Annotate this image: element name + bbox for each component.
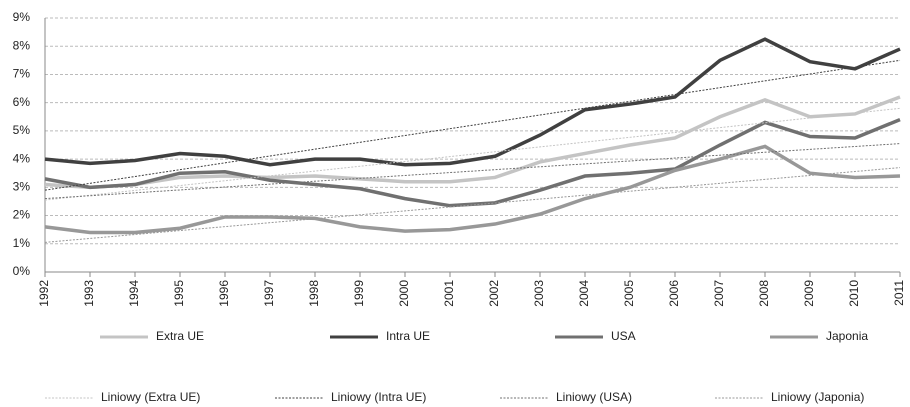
y-tick-label: 7% xyxy=(13,67,31,81)
trend-line xyxy=(44,59,901,191)
y-tick-label: 8% xyxy=(13,38,31,52)
x-tick-label: 2003 xyxy=(532,280,546,307)
y-tick-label: 2% xyxy=(13,208,31,222)
x-tick-label: 2007 xyxy=(712,280,726,307)
x-tick-label: 2010 xyxy=(847,280,861,307)
y-tick-label: 0% xyxy=(13,264,31,278)
y-tick-label: 4% xyxy=(13,151,31,165)
series-line xyxy=(44,37,901,167)
y-tick-label: 3% xyxy=(13,180,31,194)
legend-label: Japonia xyxy=(826,329,868,343)
x-tick-label: 1997 xyxy=(262,280,276,307)
x-tick-label: 1995 xyxy=(172,280,186,307)
series-line xyxy=(44,95,901,190)
y-tick-label: 9% xyxy=(13,10,31,24)
legend-label: USA xyxy=(611,329,636,343)
x-tick-label: 1999 xyxy=(352,280,366,307)
legend-label: Intra UE xyxy=(386,329,430,343)
series-line xyxy=(44,144,901,235)
x-tick-label: 2011 xyxy=(892,280,906,306)
legend-label: Liniowy (Intra UE) xyxy=(331,390,426,404)
y-tick-label: 1% xyxy=(13,236,31,250)
legend-label: Liniowy (USA) xyxy=(556,390,632,404)
x-tick-label: 2009 xyxy=(802,280,816,307)
x-tick-label: 1993 xyxy=(82,280,96,307)
x-tick-label: 2004 xyxy=(577,280,591,307)
x-tick-label: 1994 xyxy=(127,280,141,307)
y-tick-label: 5% xyxy=(13,123,31,137)
legend-label: Extra UE xyxy=(156,329,204,343)
x-tick-label: 2008 xyxy=(757,280,771,307)
x-tick-label: 2002 xyxy=(487,280,501,307)
x-tick-label: 1998 xyxy=(307,280,321,307)
x-tick-label: 2001 xyxy=(442,280,456,307)
x-tick-label: 2006 xyxy=(667,280,681,307)
y-tick-label: 6% xyxy=(13,95,31,109)
trend-line xyxy=(44,143,901,200)
x-tick-label: 2000 xyxy=(397,280,411,307)
legend-label: Liniowy (Extra UE) xyxy=(101,390,200,404)
series-line xyxy=(44,117,901,208)
x-tick-label: 1992 xyxy=(37,280,51,307)
x-tick-label: 2005 xyxy=(622,280,636,307)
trend-line xyxy=(44,167,901,243)
x-tick-label: 1996 xyxy=(217,280,231,307)
legend-label: Liniowy (Japonia) xyxy=(771,390,864,404)
